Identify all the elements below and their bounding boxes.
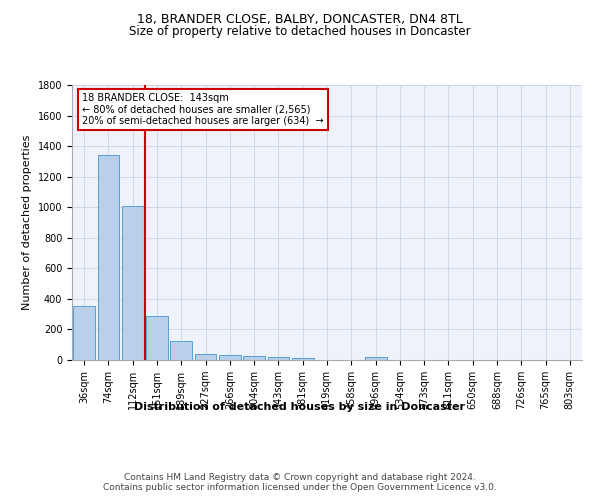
Bar [243,356,265,360]
Text: Distribution of detached houses by size in Doncaster: Distribution of detached houses by size … [134,402,466,412]
Y-axis label: Number of detached properties: Number of detached properties [22,135,32,310]
Text: Contains HM Land Registry data © Crown copyright and database right 2024.
Contai: Contains HM Land Registry data © Crown c… [103,472,497,492]
Bar [268,357,289,360]
Bar [170,341,192,360]
Bar [146,316,168,360]
Bar [194,354,217,360]
Text: 18 BRANDER CLOSE:  143sqm
← 80% of detached houses are smaller (2,565)
20% of se: 18 BRANDER CLOSE: 143sqm ← 80% of detach… [82,93,324,126]
Bar [73,306,95,360]
Bar [292,358,314,360]
Text: 18, BRANDER CLOSE, BALBY, DONCASTER, DN4 8TL: 18, BRANDER CLOSE, BALBY, DONCASTER, DN4… [137,12,463,26]
Bar [219,354,241,360]
Bar [97,154,119,360]
Bar [122,206,143,360]
Text: Size of property relative to detached houses in Doncaster: Size of property relative to detached ho… [129,25,471,38]
Bar [365,357,386,360]
